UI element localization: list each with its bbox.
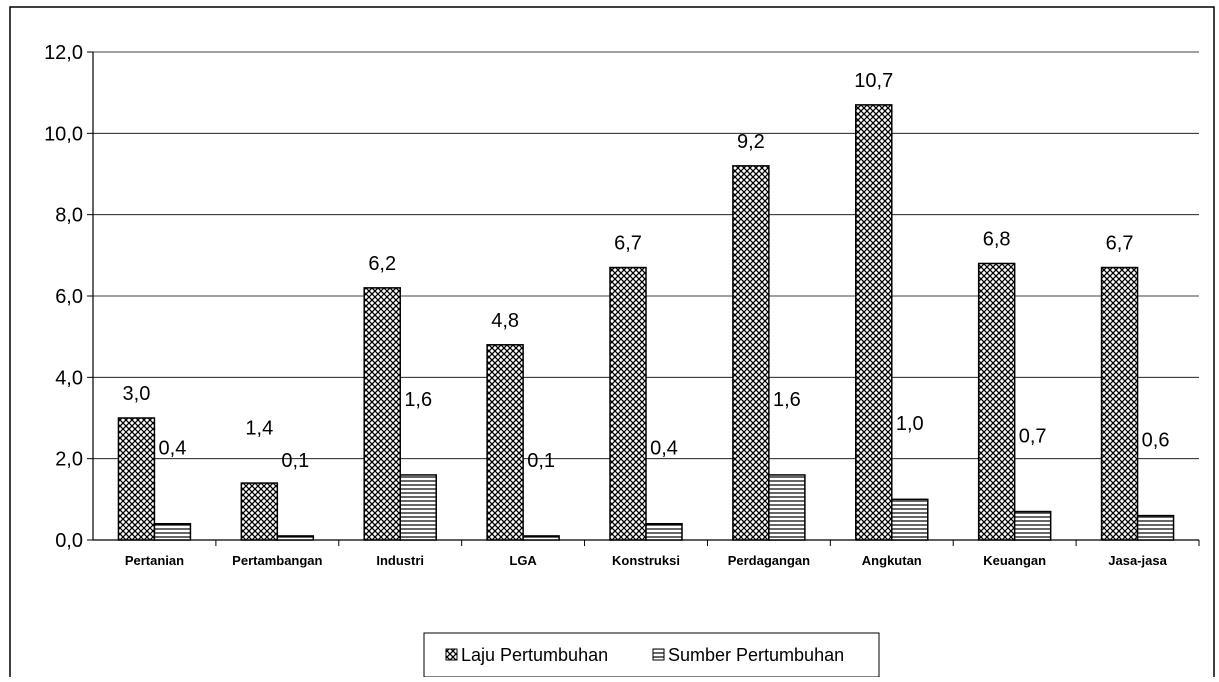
x-tick-label: Angkutan [862, 553, 922, 568]
x-tick-label: Jasa-jasa [1108, 553, 1167, 568]
data-label: 0,1 [527, 450, 555, 472]
data-label: 1,0 [896, 413, 924, 435]
data-label: 1,4 [245, 417, 273, 439]
x-tick-label: Pertambangan [232, 553, 322, 568]
legend-swatch-laju [445, 648, 458, 661]
bar-laju-pertumbuhan [855, 104, 893, 541]
y-tick-label: 6,0 [55, 286, 83, 308]
bar-laju-pertumbuhan [240, 482, 279, 541]
y-tick-labels: 0,0 2,0 4,0 6,0 8,0 10,0 12,0 [44, 42, 83, 552]
y-tick-label: 0,0 [55, 530, 83, 552]
data-label: 0,6 [1142, 429, 1170, 451]
data-label: 6,7 [1106, 233, 1134, 255]
bar-sumber-pertumbuhan [276, 535, 315, 541]
x-tick-label: Konstruksi [612, 553, 680, 568]
data-label: 6,8 [983, 228, 1011, 250]
x-tick-label: LGA [509, 553, 537, 568]
data-label: 6,7 [614, 233, 642, 255]
legend-swatch-sumber [652, 648, 665, 661]
bar-sumber-pertumbuhan [522, 535, 560, 541]
chart-frame [9, 6, 1215, 677]
y-tick-label: 8,0 [55, 205, 83, 227]
x-tick-label: Industri [376, 553, 424, 568]
y-tick-label: 2,0 [55, 449, 83, 471]
data-label: 9,2 [737, 131, 765, 153]
data-label: 1,6 [773, 389, 801, 411]
legend-box [423, 632, 880, 678]
x-tick-label: Pertanian [125, 553, 184, 568]
bar-laju-pertumbuhan [977, 262, 1016, 541]
y-tick-label: 10,0 [44, 123, 83, 145]
bar-sumber-pertumbuhan [891, 498, 929, 541]
data-label: 1,6 [404, 389, 432, 411]
bar-sumber-pertumbuhan [768, 474, 806, 541]
bar-sumber-pertumbuhan [645, 522, 683, 541]
x-tick-label: Keuangan [983, 553, 1046, 568]
data-label: 0,1 [281, 450, 309, 472]
data-labels: 3,0 1,4 6,2 4,8 6,7 9,2 10,7 6,8 6,7 0,4 0,1 1,6 0,1… [123, 70, 1170, 472]
data-label: 0,4 [159, 438, 187, 460]
data-label: 4,8 [491, 310, 519, 332]
data-label: 6,2 [368, 253, 396, 275]
bar-laju-pertumbuhan [732, 165, 770, 541]
bar-laju-pertumbuhan [609, 266, 647, 541]
bar-sumber-pertumbuhan [153, 522, 192, 541]
bar-sumber-pertumbuhan [399, 474, 437, 541]
data-label: 3,0 [123, 383, 151, 405]
bar-sumber-pertumbuhan [1136, 514, 1175, 541]
legend-label-laju: Laju Pertumbuhan [461, 645, 608, 665]
bar-laju-pertumbuhan [1100, 266, 1139, 541]
bar-laju-pertumbuhan [363, 287, 401, 541]
data-label: 10,7 [854, 70, 893, 92]
y-tick-label: 4,0 [55, 367, 83, 389]
data-label: 0,7 [1019, 425, 1047, 447]
x-tick-labels: Pertanian Pertambangan Industri LGA Konstruk… [125, 553, 1168, 568]
y-tick-label: 12,0 [44, 42, 83, 64]
bars [117, 104, 1175, 541]
legend: Laju Pertumbuhan Sumber Pertumbuhan [423, 632, 880, 678]
legend-label-sumber: Sumber Pertumbuhan [668, 645, 844, 665]
bar-laju-pertumbuhan [486, 344, 524, 541]
data-label: 0,4 [650, 438, 678, 460]
x-tick-label: Perdagangan [728, 553, 810, 568]
bar-sumber-pertumbuhan [1013, 510, 1052, 541]
bar-laju-pertumbuhan [117, 417, 156, 541]
